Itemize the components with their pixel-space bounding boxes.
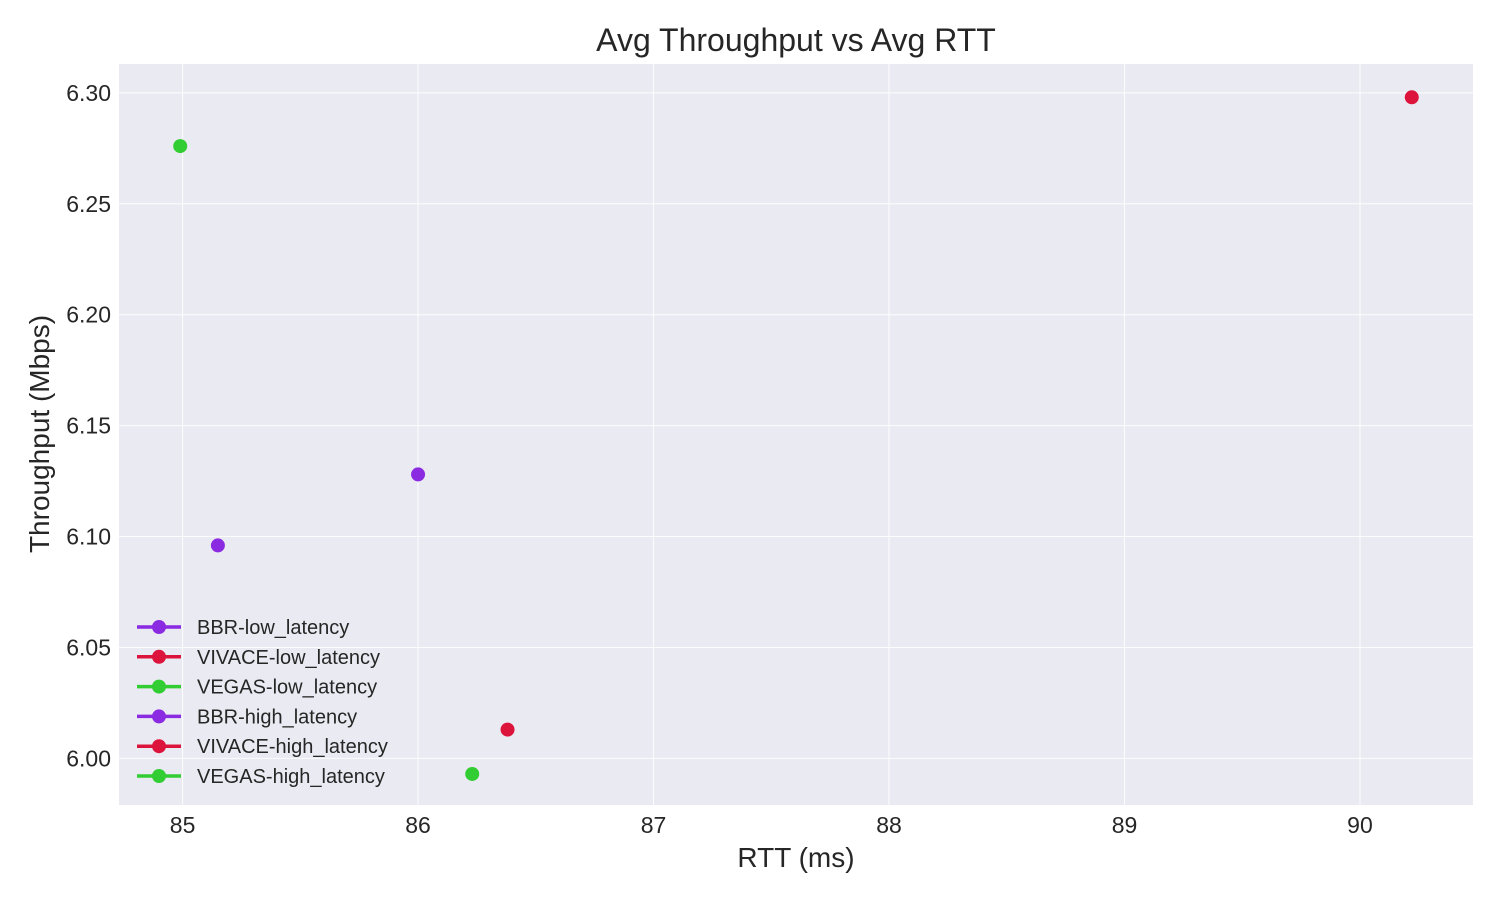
legend-item: BBR-high_latency: [137, 706, 357, 728]
legend-marker: [152, 709, 166, 724]
x-tick-label: 85: [170, 812, 196, 838]
plot-area: [119, 64, 1473, 805]
x-tick-label: 89: [1112, 812, 1138, 838]
point-bbr-low-latency: [411, 467, 426, 482]
gridlines: [119, 64, 1473, 805]
legend-item: VEGAS-high_latency: [137, 766, 385, 788]
chart-title: Avg Throughput vs Avg RTT: [596, 22, 996, 58]
y-tick-label: 6.20: [66, 302, 111, 328]
legend-marker: [152, 679, 166, 694]
x-tick-label: 86: [405, 812, 431, 838]
y-tick-label: 6.25: [66, 191, 111, 217]
y-tick-label: 6.30: [66, 80, 111, 106]
legend-label: VEGAS-low_latency: [197, 677, 377, 699]
x-tick-label: 88: [876, 812, 902, 838]
y-axis-ticks: 6.00 6.05 6.10 6.15 6.20 6.25 6.30: [66, 80, 111, 772]
legend-item: VIVACE-high_latency: [137, 736, 388, 758]
point-bbr-high-latency: [210, 538, 225, 553]
y-axis-label: Throughput (Mbps): [24, 315, 55, 553]
x-axis-label: RTT (ms): [737, 842, 854, 873]
legend-marker: [152, 769, 166, 783]
legend-label: VIVACE-low_latency: [197, 647, 380, 669]
legend-label: BBR-high_latency: [197, 706, 357, 728]
legend-item: VEGAS-low_latency: [137, 677, 377, 699]
y-tick-label: 6.05: [66, 634, 111, 660]
y-tick-label: 6.00: [66, 745, 111, 771]
legend-marker: [152, 620, 166, 634]
x-tick-label: 87: [641, 812, 667, 838]
point-vivace-high-latency: [500, 722, 515, 737]
x-axis-ticks: 85 86 87 88 89 90: [170, 812, 1373, 838]
legend-marker: [152, 649, 166, 664]
legend: BBR-low_latency VIVACE-low_latency VEGAS-l…: [137, 617, 388, 788]
point-vegas-low-latency: [173, 139, 188, 154]
legend-item: BBR-low_latency: [137, 617, 349, 639]
legend-marker: [152, 739, 166, 754]
y-tick-label: 6.10: [66, 524, 111, 550]
legend-label: VIVACE-high_latency: [197, 736, 388, 758]
legend-item: VIVACE-low_latency: [137, 647, 380, 669]
legend-label: BBR-low_latency: [197, 617, 349, 639]
y-tick-label: 6.15: [66, 413, 111, 439]
point-vivace-low-latency: [1404, 90, 1419, 105]
point-vegas-high-latency: [465, 766, 480, 781]
x-tick-label: 90: [1347, 812, 1373, 838]
legend-label: VEGAS-high_latency: [197, 766, 385, 788]
data-points: [173, 90, 1419, 781]
